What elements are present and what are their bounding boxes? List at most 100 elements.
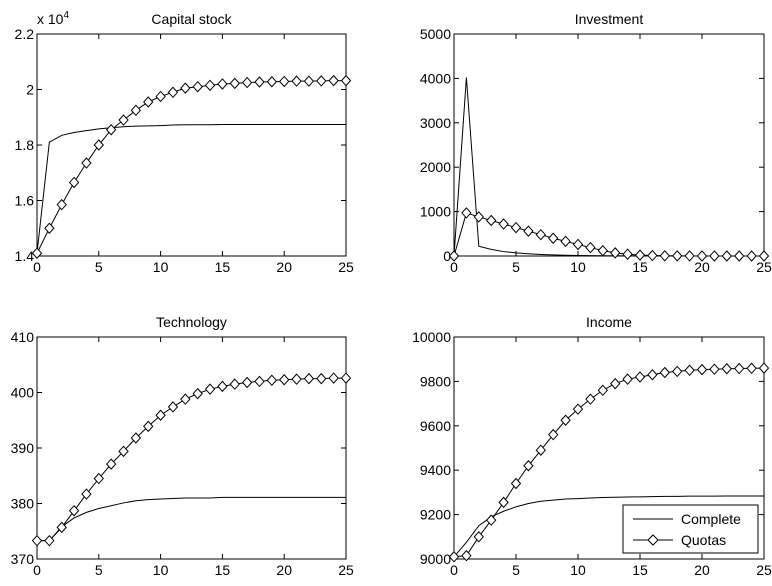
- data-point-quotas: [672, 365, 683, 378]
- data-point-quotas: [143, 420, 154, 433]
- data-point-quotas: [180, 82, 191, 94]
- data-point-quotas: [461, 207, 472, 219]
- data-point-quotas: [758, 362, 770, 374]
- legend-entry: Quotas: [681, 532, 726, 548]
- data-point-quotas: [535, 228, 546, 241]
- data-point-quotas: [572, 238, 584, 251]
- data-point-quotas: [610, 247, 621, 259]
- data-point-quotas: [585, 241, 596, 254]
- x-tick-label: 5: [95, 562, 103, 578]
- data-point-quotas: [328, 372, 339, 384]
- data-point-quotas: [31, 534, 43, 547]
- data-point-quotas: [68, 504, 80, 517]
- x-tick-label: 20: [276, 562, 292, 578]
- data-point-quotas: [279, 75, 290, 88]
- x-tick-label: 20: [276, 259, 292, 275]
- data-point-quotas: [721, 362, 732, 375]
- y-tick-label: 2: [26, 82, 34, 98]
- data-point-quotas: [448, 551, 460, 563]
- data-point-quotas: [328, 74, 339, 87]
- y-tick-label: 1.8: [15, 137, 35, 153]
- data-point-quotas: [303, 372, 315, 385]
- data-point-quotas: [241, 376, 253, 389]
- data-point-quotas: [204, 383, 216, 395]
- x-tick-label: 20: [694, 562, 710, 578]
- data-point-quotas: [217, 78, 228, 90]
- y-tick-label: 410: [11, 329, 35, 345]
- data-point-quotas: [105, 458, 117, 470]
- y-tick-label: 4000: [420, 70, 451, 86]
- y-tick-label: 1000: [420, 204, 451, 220]
- data-point-quotas: [81, 157, 92, 169]
- data-point-quotas: [130, 432, 142, 444]
- x-tick-label: 25: [756, 259, 772, 275]
- data-point-quotas: [93, 139, 104, 151]
- data-point-quotas: [316, 75, 327, 87]
- data-point-quotas: [597, 384, 608, 397]
- data-point-quotas: [192, 80, 203, 93]
- data-point-quotas: [155, 409, 166, 422]
- data-point-quotas: [229, 378, 240, 390]
- data-point-quotas: [709, 250, 720, 262]
- data-point-quotas: [498, 496, 509, 509]
- data-point-quotas: [734, 362, 745, 375]
- data-point-quotas: [647, 368, 658, 381]
- data-point-quotas: [44, 534, 55, 547]
- series-line-complete: [453, 495, 764, 558]
- data-point-quotas: [634, 371, 646, 383]
- y-tick-label: 9600: [420, 418, 451, 434]
- data-point-quotas: [647, 249, 658, 262]
- series-line-complete: [37, 496, 346, 542]
- data-point-quotas: [734, 250, 745, 262]
- chart-title: Technology: [156, 314, 227, 330]
- legend: Complete Quotas: [622, 504, 759, 554]
- data-point-quotas: [622, 373, 633, 385]
- x-tick-label: 0: [450, 562, 458, 578]
- chart-title: Capital stock: [151, 11, 232, 27]
- x-tick-label: 15: [632, 562, 648, 578]
- series-line-complete: [36, 123, 346, 254]
- axes-frame: [36, 33, 347, 257]
- data-point-quotas: [510, 221, 522, 234]
- x-tick-label: 25: [338, 259, 354, 275]
- data-point-quotas: [746, 362, 757, 375]
- data-point-quotas: [696, 363, 708, 376]
- data-point-quotas: [585, 393, 596, 405]
- axis-exponent-label: x 104: [37, 10, 69, 27]
- data-point-quotas: [634, 249, 646, 261]
- x-tick-label: 5: [95, 259, 103, 275]
- chart-title: Income: [586, 314, 632, 330]
- data-point-quotas: [229, 77, 240, 90]
- x-tick-label: 10: [570, 259, 586, 275]
- y-tick-label: 2000: [420, 159, 451, 175]
- data-point-quotas: [684, 364, 695, 377]
- data-point-quotas: [56, 198, 67, 211]
- data-point-quotas: [143, 96, 154, 108]
- data-point-quotas: [266, 374, 278, 387]
- data-point-quotas: [81, 488, 92, 500]
- chart-capital-stock: Capital stock x 104 0 5 10 15 20 25 1.4 1.6 1.8 2 2.…: [15, 10, 354, 275]
- y-tick-label: 10000: [412, 329, 451, 345]
- chart-investment: Investment 0 5 10 15 20 25 0 1000 2000 3000 4000 500…: [420, 11, 772, 275]
- data-point-quotas: [758, 250, 770, 262]
- data-point-quotas: [130, 104, 142, 117]
- data-point-quotas: [684, 250, 695, 262]
- data-point-quotas: [510, 477, 522, 490]
- x-tick-label: 0: [450, 259, 458, 275]
- legend-box: [622, 504, 759, 554]
- x-tick-label: 15: [215, 259, 231, 275]
- chart-title: Investment: [575, 11, 644, 27]
- data-point-quotas: [709, 363, 720, 375]
- data-point-quotas: [316, 372, 327, 385]
- data-point-quotas: [241, 76, 253, 89]
- data-point-quotas: [486, 214, 497, 227]
- x-tick-label: 15: [632, 259, 648, 275]
- data-point-quotas: [721, 250, 732, 262]
- data-point-quotas: [31, 247, 43, 259]
- y-tick-label: 380: [11, 496, 35, 512]
- data-point-quotas: [204, 79, 216, 92]
- y-tick-label: 390: [11, 440, 35, 456]
- x-tick-label: 0: [33, 259, 41, 275]
- y-tick-label: 2.2: [15, 26, 35, 42]
- data-point-quotas: [448, 250, 460, 262]
